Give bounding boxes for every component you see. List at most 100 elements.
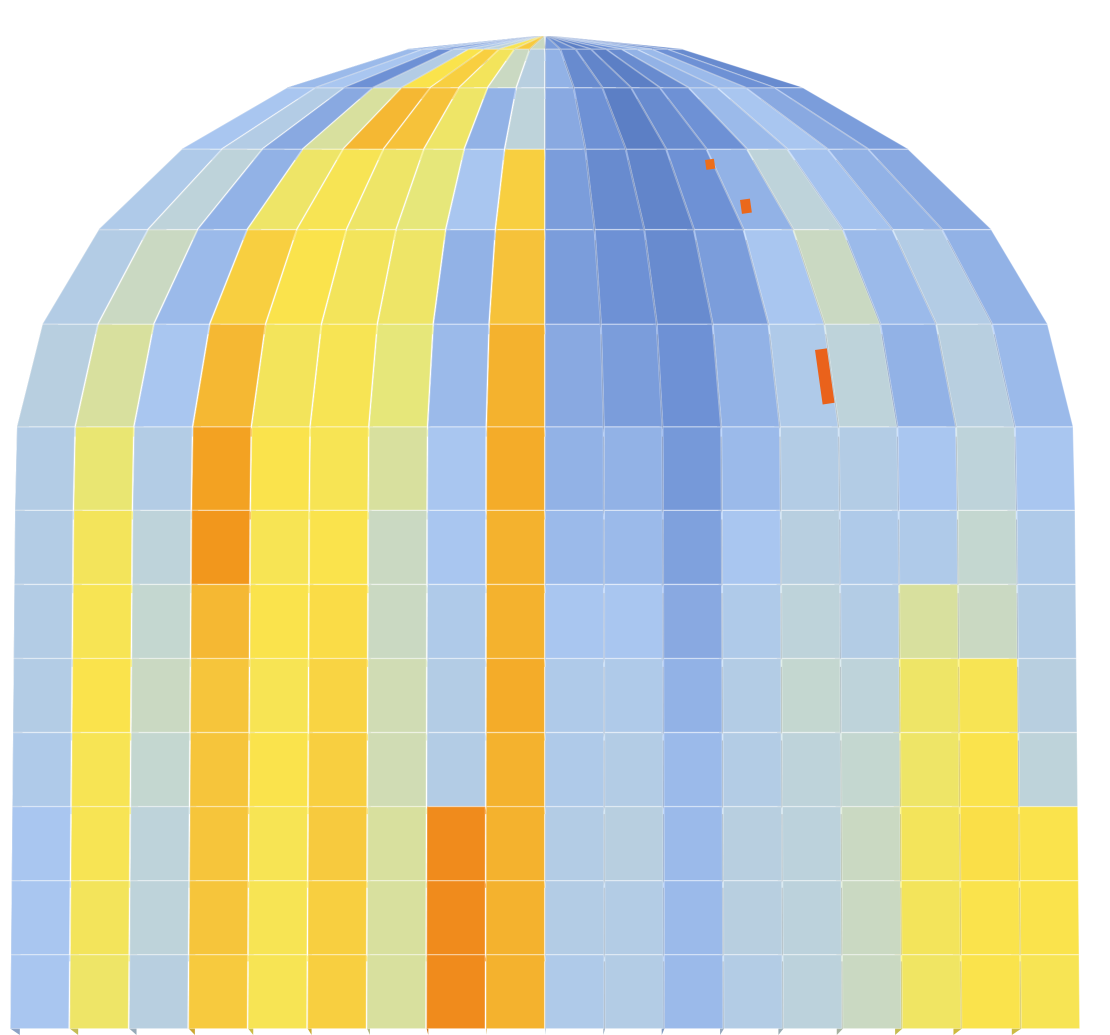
bar (426, 584, 486, 659)
bar (573, 87, 626, 150)
bar (70, 806, 131, 881)
bar (663, 880, 724, 956)
bar (372, 48, 470, 89)
bar (600, 323, 663, 428)
bar (248, 732, 309, 807)
bar (399, 48, 485, 89)
bar (427, 510, 487, 585)
bar (782, 806, 842, 881)
bar (545, 732, 605, 807)
bar (453, 35, 539, 50)
bar (133, 323, 210, 428)
bar (190, 510, 251, 585)
bar (261, 87, 374, 150)
bar (652, 48, 775, 89)
bar (1017, 584, 1077, 659)
bar (991, 323, 1074, 428)
bar (960, 880, 1021, 956)
bar (663, 732, 723, 807)
bar (901, 954, 962, 1030)
bar (743, 229, 825, 325)
bar (745, 87, 870, 150)
bar (437, 35, 538, 50)
bar (485, 732, 545, 807)
bar-layer (9, 34, 1081, 1035)
bar (429, 48, 500, 89)
bar (445, 148, 505, 230)
bar (191, 426, 252, 511)
bar (249, 510, 310, 585)
bar (423, 87, 488, 150)
bar (554, 35, 683, 50)
bar (1017, 658, 1078, 733)
bar (367, 584, 427, 659)
bar (189, 806, 249, 881)
bar (960, 954, 1021, 1030)
bar (620, 48, 718, 89)
bar (1014, 426, 1076, 511)
bar (382, 87, 460, 150)
bar (841, 880, 902, 956)
bar (780, 510, 841, 585)
bar (590, 48, 661, 89)
bar (722, 806, 783, 881)
bar (72, 584, 132, 659)
bar (368, 510, 428, 585)
bar (128, 954, 189, 1030)
bar (308, 732, 368, 807)
bar (603, 426, 663, 511)
bar (706, 148, 794, 230)
bar (395, 148, 465, 230)
bar (656, 323, 722, 428)
bar (959, 732, 1019, 807)
bar (12, 658, 73, 733)
bar (130, 732, 190, 807)
bar (71, 732, 131, 807)
bar (97, 148, 223, 230)
bar (321, 229, 397, 325)
bar (668, 48, 804, 89)
bar (545, 34, 562, 50)
bar (310, 323, 378, 428)
bar (594, 229, 657, 325)
bar (545, 584, 605, 659)
bar (426, 658, 486, 733)
bar (793, 229, 881, 325)
bar-side (545, 880, 546, 962)
bar (346, 148, 424, 230)
bar (516, 48, 545, 89)
bar-side (545, 36, 546, 61)
bar (824, 323, 898, 428)
bar (422, 35, 537, 50)
bar (296, 148, 384, 230)
bar (13, 584, 73, 659)
bar-side (545, 324, 546, 437)
bar (192, 323, 266, 428)
bar (716, 87, 829, 150)
hotspot-bar (740, 198, 752, 214)
bar (483, 35, 542, 50)
bar (485, 658, 545, 733)
bar (131, 510, 192, 585)
bar (1018, 732, 1079, 807)
bar-side (545, 149, 546, 241)
bar (958, 658, 1019, 733)
bar (367, 732, 427, 807)
bar (840, 732, 901, 807)
bar (315, 48, 438, 89)
bar (545, 87, 586, 150)
bar (900, 806, 961, 881)
bar (712, 323, 780, 428)
bar (433, 229, 496, 325)
bar (366, 880, 427, 956)
bar (897, 426, 958, 511)
bar (693, 229, 769, 325)
bar (308, 584, 368, 659)
bar (560, 48, 603, 89)
bar (841, 806, 901, 881)
bar (69, 954, 130, 1030)
bar (72, 510, 133, 585)
bar (14, 426, 76, 511)
